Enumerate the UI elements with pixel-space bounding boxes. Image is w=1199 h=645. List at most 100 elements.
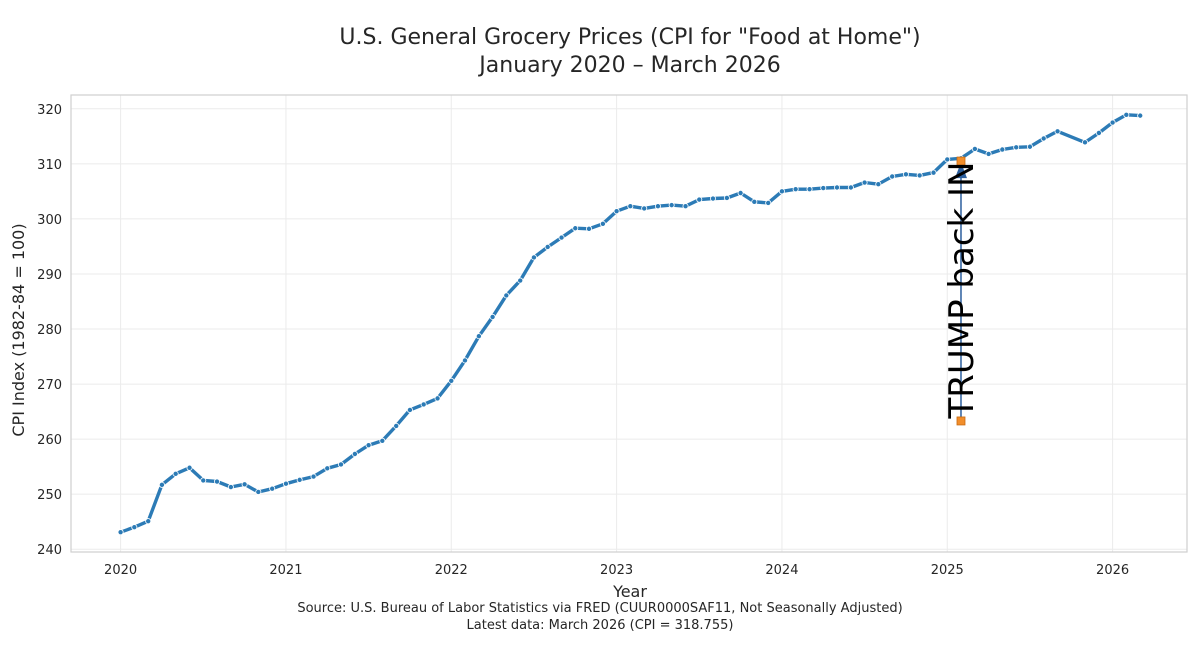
data-point (324, 465, 331, 472)
data-point (585, 225, 592, 232)
data-point (682, 203, 689, 210)
data-point (117, 529, 124, 536)
data-point (1123, 111, 1130, 118)
data-point (627, 203, 634, 210)
data-point (1095, 129, 1102, 136)
data-point (448, 377, 455, 384)
data-point (709, 195, 716, 202)
data-point (558, 234, 565, 241)
data-point (530, 254, 537, 261)
x-tick-label: 2022 (435, 563, 468, 578)
y-axis-ticks: 240 250 260 270 280 290 300 310 320 (37, 103, 62, 558)
data-point (599, 220, 606, 227)
data-point (847, 184, 854, 191)
data-point (475, 333, 482, 340)
data-point (269, 485, 276, 492)
data-point (296, 476, 303, 483)
data-point (765, 199, 772, 206)
y-tick-label: 290 (37, 268, 62, 283)
data-point (365, 442, 372, 449)
data-point (406, 406, 413, 413)
data-point (1109, 119, 1116, 126)
data-point (489, 313, 496, 320)
data-point (158, 481, 165, 488)
data-point (737, 190, 744, 197)
data-points (117, 111, 1144, 536)
data-point (227, 484, 234, 491)
data-point (944, 156, 951, 163)
data-point (393, 422, 400, 429)
data-point (282, 480, 289, 487)
data-point (751, 198, 758, 205)
data-point (654, 203, 661, 210)
data-point (971, 145, 978, 152)
annotation-arrow-head (954, 162, 967, 179)
plot-frame (70, 94, 1188, 553)
data-point (1137, 112, 1144, 119)
data-point (186, 464, 193, 471)
x-tick-label: 2024 (765, 563, 798, 578)
y-tick-label: 250 (37, 488, 62, 503)
data-point (985, 150, 992, 157)
data-point (723, 194, 730, 201)
annotation-label: TRUMP back IN (942, 162, 982, 420)
data-point (916, 172, 923, 179)
y-tick-label: 310 (37, 158, 62, 173)
annotation-marker-top (956, 156, 966, 166)
data-point (668, 202, 675, 209)
data-point (792, 186, 799, 193)
plot-background (71, 95, 1187, 552)
y-tick-label: 270 (37, 378, 62, 393)
data-point (889, 173, 896, 180)
data-point (999, 146, 1006, 153)
x-tick-label: 2020 (104, 563, 137, 578)
data-point (213, 478, 220, 485)
data-point (778, 188, 785, 195)
data-point (544, 243, 551, 250)
data-point (503, 292, 510, 299)
grid (71, 95, 1187, 552)
data-point (861, 179, 868, 186)
data-point (200, 477, 207, 484)
y-tick-label: 300 (37, 213, 62, 228)
x-tick-label: 2025 (931, 563, 964, 578)
data-point (1081, 139, 1088, 146)
data-point (572, 225, 579, 232)
data-point (1054, 128, 1061, 135)
data-point (1040, 135, 1047, 142)
data-point (131, 524, 138, 531)
data-point (434, 395, 441, 402)
data-point (833, 184, 840, 191)
data-point (517, 277, 524, 284)
x-axis-label: Year (612, 582, 647, 601)
y-tick-label: 280 (37, 323, 62, 338)
latest-data-line: Latest data: March 2026 (CPI = 318.755) (467, 618, 734, 633)
y-tick-label: 240 (37, 543, 62, 558)
data-point (641, 205, 648, 212)
x-tick-label: 2026 (1096, 563, 1129, 578)
data-point (310, 473, 317, 480)
plot-area: 240 250 260 270 280 290 300 310 320 2020 2021 2022… (37, 94, 1188, 578)
x-tick-label: 2021 (269, 563, 302, 578)
data-point (875, 181, 882, 188)
data-point (337, 461, 344, 468)
y-axis-label: CPI Index (1982-84 = 100) (9, 223, 28, 436)
data-point (696, 196, 703, 203)
x-axis-ticks: 2020 2021 2022 2023 2024 2025 2026 (104, 563, 1129, 578)
data-point (351, 450, 358, 457)
chart-subtitle: January 2020 – March 2026 (477, 53, 780, 78)
data-point (930, 169, 937, 176)
data-point (902, 171, 909, 178)
x-tick-label: 2023 (600, 563, 633, 578)
chart-title: U.S. General Grocery Prices (CPI for "Fo… (339, 25, 920, 50)
data-point (255, 488, 262, 495)
annotation-marker-bottom (956, 416, 966, 426)
data-point (461, 357, 468, 364)
data-point (379, 437, 386, 444)
data-point (613, 208, 620, 215)
data-point (420, 401, 427, 408)
data-point (145, 518, 152, 525)
data-point (820, 185, 827, 192)
y-tick-label: 260 (37, 433, 62, 448)
